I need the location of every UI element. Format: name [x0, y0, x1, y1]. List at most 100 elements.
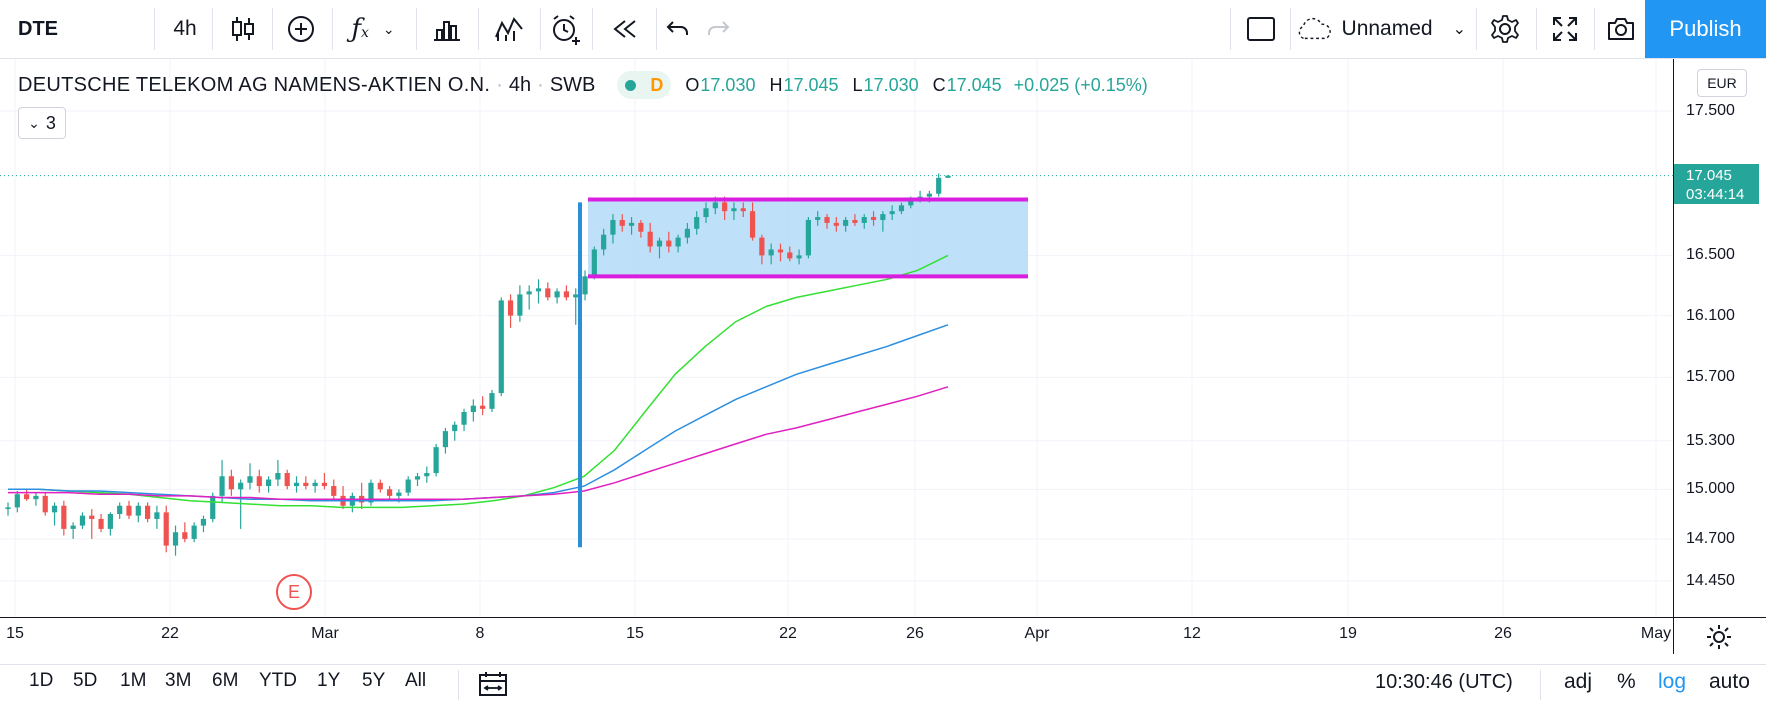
- candle-up: [591, 249, 597, 277]
- price-scale-label: 14.450: [1686, 572, 1735, 589]
- fullscreen-button[interactable]: [1542, 0, 1588, 58]
- templates-icon: [495, 17, 523, 41]
- toolbar-divider: [1230, 8, 1231, 50]
- layout-name: Unnamed: [1341, 17, 1433, 40]
- candle-up: [610, 219, 616, 235]
- currency-button[interactable]: EUR: [1697, 69, 1747, 97]
- percent-toggle[interactable]: %: [1617, 670, 1636, 693]
- price-chart[interactable]: [0, 59, 1673, 617]
- candle-down: [126, 505, 132, 516]
- candle-down: [563, 291, 570, 298]
- candle-up: [470, 405, 476, 413]
- candle-down: [61, 505, 67, 529]
- cloud-icon: [1298, 17, 1331, 40]
- indicators-button[interactable]: ƒx ⌄: [338, 0, 408, 58]
- interval-label: 4h: [173, 17, 197, 40]
- time-scale-label: 8: [475, 625, 485, 642]
- range-ytd[interactable]: YTD: [259, 670, 297, 691]
- chart-type-button[interactable]: [218, 0, 268, 58]
- market-status-badge[interactable]: D: [617, 71, 672, 99]
- range-3m[interactable]: 3M: [165, 670, 192, 691]
- candle-up: [889, 211, 895, 215]
- time-scale-label: Mar: [311, 625, 339, 642]
- adjust-toggle[interactable]: adj: [1564, 670, 1593, 693]
- earnings-letter: E: [287, 581, 300, 602]
- auto-scale-toggle[interactable]: auto: [1709, 670, 1750, 693]
- time-scale-label: 19: [1339, 625, 1357, 642]
- candle-down: [377, 482, 383, 490]
- legend-change: +0.025 (+0.15%): [1013, 74, 1148, 95]
- scale-settings-button[interactable]: [1706, 624, 1732, 655]
- time-scale-label: 26: [1494, 625, 1512, 642]
- publish-button[interactable]: Publish: [1645, 0, 1766, 58]
- chevron-down-icon: ⌄: [382, 20, 395, 37]
- legend-symbol-title[interactable]: DEUTSCHE TELEKOM AG NAMENS-AKTIEN O.N.: [18, 73, 491, 96]
- candle-up: [805, 219, 811, 256]
- currency-label: EUR: [1707, 75, 1737, 91]
- candle-down: [182, 532, 188, 539]
- candle-down: [787, 252, 793, 259]
- candle-down: [284, 473, 290, 487]
- indicators-icon: ƒx: [351, 14, 369, 44]
- time-scale-label: 15: [6, 625, 24, 642]
- range-all[interactable]: All: [405, 670, 427, 691]
- symbol-search-button[interactable]: DTE: [4, 0, 154, 58]
- candle-up: [843, 219, 849, 226]
- range-5y[interactable]: 5Y: [362, 670, 386, 691]
- candle-up: [815, 217, 821, 220]
- interval-button[interactable]: 4h: [160, 0, 210, 58]
- range-6m[interactable]: 6M: [212, 670, 239, 691]
- range-1d[interactable]: 1D: [29, 670, 54, 691]
- candle-down: [852, 219, 858, 223]
- range-1m[interactable]: 1M: [120, 670, 147, 691]
- candle-up: [703, 208, 709, 218]
- settings-button[interactable]: [1482, 0, 1528, 58]
- candle-up: [731, 208, 737, 212]
- goto-date-button[interactable]: [478, 670, 508, 703]
- alert-button[interactable]: [546, 0, 586, 58]
- range-5d[interactable]: 5D: [73, 670, 98, 691]
- candle-up: [265, 479, 272, 487]
- price-scale-border: [1673, 59, 1674, 654]
- snapshot-button[interactable]: [1598, 0, 1644, 58]
- legend-close: C17.045: [932, 74, 1002, 95]
- candle-down: [638, 222, 644, 232]
- indicators-toggle[interactable]: ⌄ 3: [18, 107, 66, 139]
- candle-up: [656, 240, 663, 247]
- layout-button[interactable]: [1238, 0, 1284, 58]
- toolbar-divider: [592, 8, 593, 50]
- utc-clock[interactable]: 10:30:46 (UTC): [1375, 671, 1513, 693]
- toolbar-divider: [478, 8, 479, 50]
- candle-down: [386, 489, 393, 496]
- candle-down: [480, 405, 486, 409]
- candle-up: [694, 217, 700, 229]
- range-1y[interactable]: 1Y: [317, 670, 341, 691]
- redo-icon: [708, 21, 730, 35]
- alarm-clock-icon: [553, 15, 580, 45]
- toolbar-divider: [656, 8, 657, 50]
- financials-button[interactable]: [422, 0, 472, 58]
- toolbar-divider: [1536, 8, 1537, 50]
- legend-low: L17.030: [852, 74, 919, 95]
- candle-down: [833, 222, 839, 226]
- compare-button[interactable]: [278, 0, 324, 58]
- candle-up: [154, 512, 160, 519]
- candle-up: [442, 431, 449, 448]
- candle-up: [945, 175, 951, 178]
- layout-name-button[interactable]: Unnamed ⌄: [1296, 0, 1466, 58]
- undo-button[interactable]: [660, 0, 696, 58]
- bar-countdown: 03:44:14: [1686, 185, 1745, 203]
- redo-button[interactable]: [700, 0, 736, 58]
- candle-up: [172, 532, 179, 546]
- candle-down: [749, 211, 756, 238]
- templates-button[interactable]: [484, 0, 534, 58]
- log-scale-toggle[interactable]: log: [1658, 670, 1687, 693]
- toolbar-divider: [154, 8, 155, 50]
- replay-button[interactable]: [600, 0, 650, 58]
- candle-down: [666, 240, 672, 247]
- earnings-marker[interactable]: E: [276, 574, 312, 610]
- toolbar-divider: [416, 8, 417, 50]
- candle-down: [331, 486, 337, 496]
- candle-down: [145, 505, 151, 519]
- candle-up: [452, 424, 458, 432]
